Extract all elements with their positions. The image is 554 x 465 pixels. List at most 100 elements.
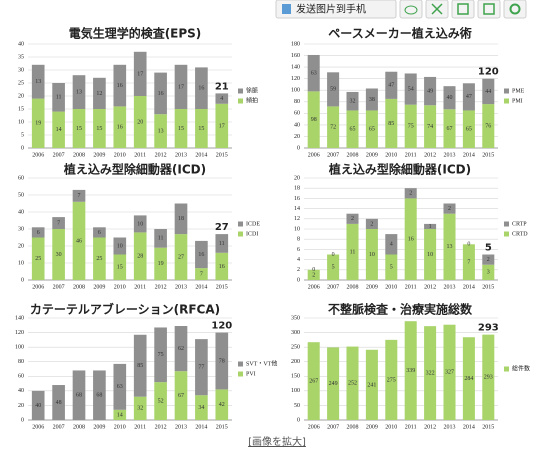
data-label: 34 <box>198 405 204 411</box>
y-tick-label: 0 <box>297 417 300 423</box>
x-tick-label: 2009 <box>93 152 105 158</box>
data-label: 19 <box>35 121 41 127</box>
legend-label: 徐脈 <box>246 86 258 94</box>
data-label: 13 <box>35 79 41 85</box>
data-label: 30 <box>56 252 62 258</box>
y-tick-label: 60 <box>294 111 300 117</box>
x-tick-label: 2011 <box>134 284 146 290</box>
data-label: 38 <box>369 97 375 103</box>
x-tick-label: 2009 <box>366 424 378 430</box>
x-tick-label: 2006 <box>32 152 44 158</box>
settings-button[interactable] <box>503 0 527 19</box>
x-tick-label: 2010 <box>114 152 126 158</box>
chart-title: 植え込み型除細動器(ICD) <box>63 162 206 177</box>
data-label: 275 <box>387 377 396 383</box>
y-tick-label: 140 <box>15 315 24 321</box>
x-tick-label: 2010 <box>385 152 397 158</box>
data-label: 6 <box>37 230 40 236</box>
data-label: 42 <box>219 402 225 408</box>
copy-button[interactable] <box>477 0 501 19</box>
y-tick-label: 10 <box>294 226 300 232</box>
data-label: 16 <box>408 237 414 243</box>
x-tick-label: 2009 <box>366 152 378 158</box>
enlarge-link[interactable]: [画像を拡大] <box>248 435 306 448</box>
data-label: 98 <box>311 117 317 123</box>
x-tick-label: 2010 <box>385 284 397 290</box>
data-label: 54 <box>408 86 414 92</box>
settings-icon <box>509 3 521 15</box>
bar-segment <box>195 240 208 269</box>
bar-segment <box>404 104 417 148</box>
y-tick-label: 12 <box>294 216 300 222</box>
bar-segment <box>385 339 398 420</box>
cloud-button[interactable] <box>399 0 423 19</box>
y-tick-label: 80 <box>18 359 24 365</box>
legend-swatch <box>238 221 243 227</box>
y-tick-label: 14 <box>294 206 300 212</box>
bar-segment <box>52 229 65 280</box>
data-label: 293 <box>484 375 493 381</box>
bar-segment <box>404 198 417 280</box>
data-label: 32 <box>137 406 143 412</box>
legend-swatch <box>238 231 243 237</box>
x-tick-label: 2007 <box>53 284 65 290</box>
data-label: 284 <box>464 376 473 382</box>
legend-swatch <box>504 231 509 237</box>
bar-segment <box>154 247 167 280</box>
bar-segment <box>174 109 188 148</box>
bar-segment <box>365 88 378 111</box>
y-tick-label: 4 <box>297 257 300 263</box>
y-tick-label: 120 <box>291 76 300 82</box>
bar-segment <box>462 337 475 420</box>
bar-segment <box>93 370 106 420</box>
bar-segment <box>346 110 359 148</box>
bar-segment <box>174 64 188 109</box>
send-button[interactable] <box>275 0 397 19</box>
bar-segment <box>365 110 378 148</box>
data-label: 7 <box>200 271 203 277</box>
bar-segment <box>154 382 167 420</box>
bar-segment <box>424 229 437 280</box>
bar-segment <box>93 77 106 109</box>
legend-label: PMI <box>512 98 523 104</box>
data-label: 267 <box>309 378 318 384</box>
bar-segment <box>482 334 495 420</box>
y-tick-label: 40 <box>18 209 24 215</box>
data-label: 20 <box>137 119 143 125</box>
bar-segment <box>72 370 86 420</box>
save-icon <box>457 3 469 15</box>
legend-label: SVT・VT他 <box>246 359 277 367</box>
data-label: 48 <box>56 400 62 406</box>
data-label: 14 <box>117 412 123 418</box>
data-label: 10 <box>427 252 433 258</box>
data-label: 17 <box>178 84 184 90</box>
data-label: 76 <box>485 123 491 129</box>
bar-segment <box>482 78 495 105</box>
y-tick-label: 120 <box>15 330 24 336</box>
bar-segment <box>195 109 208 148</box>
data-label: 59 <box>330 87 336 93</box>
legend-swatch <box>504 221 509 227</box>
x-tick-label: 2015 <box>216 152 228 158</box>
x-tick-label: 2012 <box>155 152 167 158</box>
y-tick-label: 35 <box>18 54 24 60</box>
data-label: 77 <box>198 365 204 371</box>
data-label: 72 <box>330 125 336 131</box>
save-button[interactable] <box>451 0 475 19</box>
x-tick-label: 2007 <box>53 152 65 158</box>
y-tick-label: 8 <box>297 237 300 243</box>
data-label: 1 <box>429 224 432 230</box>
data-label: 44 <box>485 89 491 95</box>
data-label: 4 <box>390 242 393 248</box>
x-tick-label: 2013 <box>444 152 456 158</box>
bar-segment <box>365 218 378 229</box>
x-tick-label: 2008 <box>73 152 85 158</box>
x-tick-label: 2010 <box>385 424 397 430</box>
data-label: 85 <box>137 363 143 369</box>
data-label: 15 <box>198 126 204 132</box>
bar-segment <box>385 71 398 99</box>
chart-title: 不整脈検査・治療実施総数 <box>328 302 473 317</box>
send-icon <box>282 4 291 14</box>
bar-segment <box>52 385 65 420</box>
